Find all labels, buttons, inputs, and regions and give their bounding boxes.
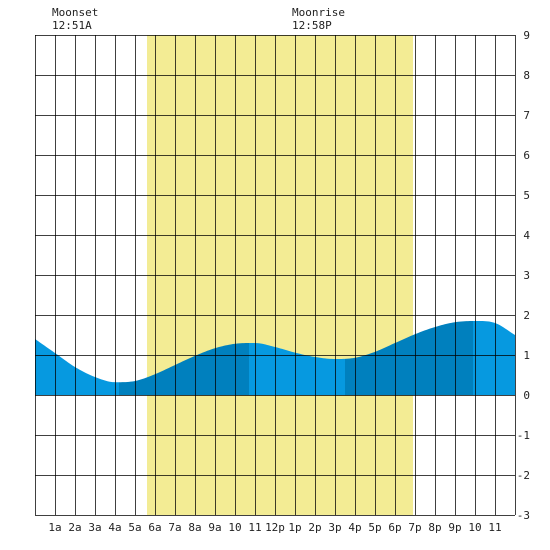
x-tick-label: 6a (148, 521, 161, 534)
tide-area-segment (345, 321, 473, 395)
tide-area-segment (473, 320, 515, 395)
x-tick-label: 7a (168, 521, 181, 534)
x-tick-label: 6p (388, 521, 401, 534)
x-tick-label: 3p (328, 521, 341, 534)
x-tick-label: 2a (68, 521, 81, 534)
y-tick-label: 6 (523, 149, 530, 162)
y-tick-label: 8 (523, 69, 530, 82)
x-tick-label: 5a (128, 521, 141, 534)
x-tick-label: 11 (488, 521, 501, 534)
x-tick-label: 3a (88, 521, 101, 534)
x-tick-label: 1a (48, 521, 61, 534)
y-tick-label: 2 (523, 309, 530, 322)
y-tick-label: 5 (523, 189, 530, 202)
x-tick-label: 10 (228, 521, 241, 534)
x-tick-label: 4a (108, 521, 121, 534)
y-tick-label: -3 (517, 509, 530, 522)
moonrise-label: Moonrise (292, 6, 345, 19)
y-tick-label: -2 (517, 469, 530, 482)
x-tick-label: 8p (428, 521, 441, 534)
y-tick-label: 1 (523, 349, 530, 362)
x-tick-label: 1p (288, 521, 301, 534)
y-tick-label: -1 (517, 429, 530, 442)
x-tick-label: 9a (208, 521, 221, 534)
x-tick-label: 4p (348, 521, 361, 534)
y-tick-label: 7 (523, 109, 530, 122)
tide-area-segment (35, 339, 119, 395)
y-tick-label: 4 (523, 229, 530, 242)
moonrise-time: 12:58P (292, 19, 332, 32)
x-tick-label: 9p (448, 521, 461, 534)
x-tick-label: 2p (308, 521, 321, 534)
x-tick-label: 7p (408, 521, 421, 534)
x-tick-label: 8a (188, 521, 201, 534)
y-tick-label: 9 (523, 29, 530, 42)
x-tick-label: 10 (468, 521, 481, 534)
y-tick-label: 0 (523, 389, 530, 402)
y-tick-label: 3 (523, 269, 530, 282)
tide-area-segment (119, 343, 249, 395)
moonset-label: Moonset (52, 6, 98, 19)
x-tick-label: 11 (248, 521, 261, 534)
moonset-time: 12:51A (52, 19, 92, 32)
x-tick-label: 12p (265, 521, 285, 534)
x-tick-label: 5p (368, 521, 381, 534)
